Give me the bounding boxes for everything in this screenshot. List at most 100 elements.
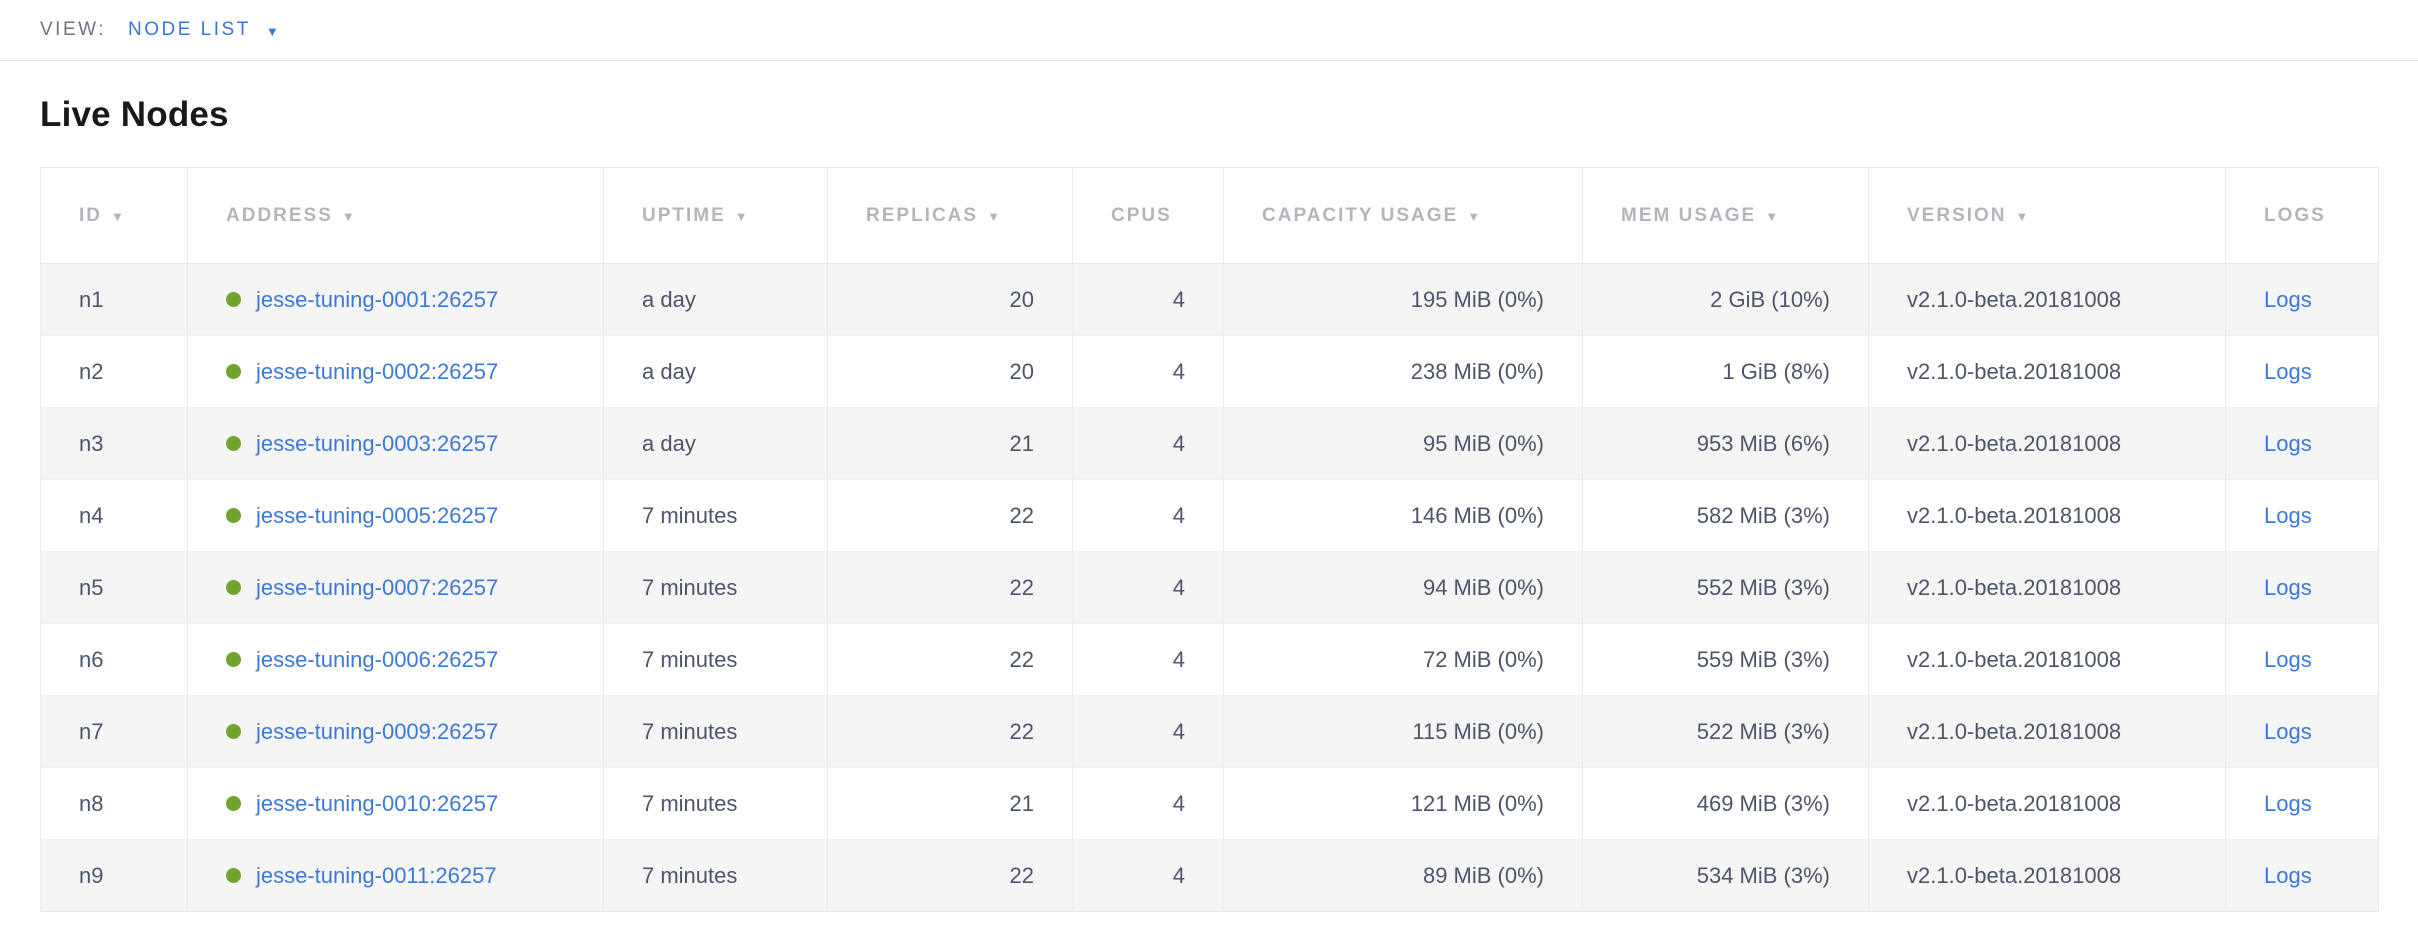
cell-value-mem_usage: 469 MiB (3%) [1696, 790, 1830, 816]
cell-address: jesse-tuning-0011:26257 [187, 839, 604, 912]
node-logs-link[interactable]: Logs [2264, 502, 2312, 528]
cell-value-version: v2.1.0-beta.20181008 [1907, 862, 2122, 888]
node-address-link[interactable]: jesse-tuning-0010:26257 [256, 790, 499, 816]
cell-capacity_usage: 121 MiB (0%) [1223, 767, 1583, 840]
table-header-row: ID ▼ ADDRESS ▼ UPTIME ▼ REPLICAS ▼ CPUS CAPACITY … [40, 167, 2379, 264]
cell-capacity_usage: 146 MiB (0%) [1223, 479, 1583, 552]
sort-desc-icon: ▼ [1765, 208, 1781, 224]
live-nodes-page: VIEW: NODE LIST ▼ Live Nodes ID ▼ ADDRESS ▼… [0, 0, 2418, 912]
column-header-label: VERSION [1907, 204, 2007, 226]
cell-address: jesse-tuning-0002:26257 [187, 335, 604, 408]
column-header-label: UPTIME [642, 204, 726, 226]
column-header-mem_usage[interactable]: MEM USAGE ▼ [1582, 167, 1869, 264]
column-header-id[interactable]: ID ▼ [40, 167, 188, 264]
cell-version: v2.1.0-beta.20181008 [1868, 767, 2226, 840]
cell-address: jesse-tuning-0005:26257 [187, 479, 604, 552]
node-logs-link[interactable]: Logs [2264, 718, 2312, 744]
sort-desc-icon: ▼ [111, 208, 126, 224]
node-address-link[interactable]: jesse-tuning-0001:26257 [256, 286, 499, 312]
cell-id: n3 [40, 407, 188, 480]
node-logs-link[interactable]: Logs [2264, 790, 2312, 816]
cell-logs: Logs [2225, 839, 2379, 912]
column-header-capacity_usage[interactable]: CAPACITY USAGE ▼ [1223, 167, 1583, 264]
cell-replicas: 22 [827, 839, 1073, 912]
live-status-icon [226, 508, 241, 523]
cell-uptime: a day [603, 407, 828, 480]
address-wrap: jesse-tuning-0005:26257 [226, 503, 565, 529]
address-wrap: jesse-tuning-0002:26257 [226, 359, 565, 385]
column-header-version[interactable]: VERSION ▼ [1868, 167, 2226, 264]
node-address-link[interactable]: jesse-tuning-0009:26257 [256, 718, 499, 744]
address-wrap: jesse-tuning-0011:26257 [226, 863, 565, 889]
node-logs-link[interactable]: Logs [2264, 574, 2312, 600]
column-header-logs: LOGS [2225, 167, 2379, 264]
cell-value-replicas: 22 [1009, 646, 1034, 672]
cell-version: v2.1.0-beta.20181008 [1868, 695, 2226, 768]
column-header-label: CAPACITY USAGE [1262, 204, 1459, 226]
cell-value-cpus: 4 [1172, 286, 1185, 312]
cell-value-id: n3 [79, 430, 104, 456]
node-address-link[interactable]: jesse-tuning-0002:26257 [256, 358, 499, 384]
cell-value-id: n2 [79, 358, 104, 384]
node-logs-link[interactable]: Logs [2264, 862, 2312, 888]
cell-value-uptime: 7 minutes [642, 646, 738, 672]
column-header-address[interactable]: ADDRESS ▼ [187, 167, 604, 264]
live-status-icon [226, 652, 241, 667]
node-row-n2: n2 jesse-tuning-0002:26257 a day 20 4 238 MiB… [40, 335, 2379, 408]
column-header-replicas[interactable]: REPLICAS ▼ [827, 167, 1073, 264]
live-status-icon [226, 724, 241, 739]
cell-logs: Logs [2225, 479, 2379, 552]
cell-value-uptime: 7 minutes [642, 574, 738, 600]
sort-desc-icon: ▼ [341, 208, 357, 224]
sort-desc-icon: ▼ [2015, 208, 2031, 224]
cell-cpus: 4 [1072, 551, 1224, 624]
cell-version: v2.1.0-beta.20181008 [1868, 623, 2226, 696]
cell-version: v2.1.0-beta.20181008 [1868, 407, 2226, 480]
cell-mem_usage: 552 MiB (3%) [1582, 551, 1869, 624]
live-nodes-table-card: ID ▼ ADDRESS ▼ UPTIME ▼ REPLICAS ▼ CPUS CAPACITY … [40, 167, 2379, 912]
address-wrap: jesse-tuning-0006:26257 [226, 647, 565, 673]
live-status-icon [226, 868, 241, 883]
cell-value-version: v2.1.0-beta.20181008 [1907, 358, 2122, 384]
view-dropdown[interactable]: NODE LIST ▼ [128, 19, 281, 41]
cell-cpus: 4 [1072, 407, 1224, 480]
column-header-cpus: CPUS [1072, 167, 1224, 264]
cell-value-cpus: 4 [1172, 358, 1185, 384]
cell-value-mem_usage: 559 MiB (3%) [1696, 646, 1830, 672]
view-selector-bar: VIEW: NODE LIST ▼ [0, 0, 2418, 61]
cell-address: jesse-tuning-0003:26257 [187, 407, 604, 480]
cell-value-uptime: a day [642, 286, 696, 312]
node-logs-link[interactable]: Logs [2264, 286, 2312, 312]
column-header-label: CPUS [1111, 204, 1172, 226]
cell-id: n1 [40, 263, 188, 336]
cell-uptime: a day [603, 335, 828, 408]
cell-value-mem_usage: 2 GiB (10%) [1710, 286, 1830, 312]
node-row-n6: n6 jesse-tuning-0006:26257 7 minutes 22 4 72 … [40, 623, 2379, 696]
cell-value-version: v2.1.0-beta.20181008 [1907, 646, 2122, 672]
cell-version: v2.1.0-beta.20181008 [1868, 479, 2226, 552]
node-logs-link[interactable]: Logs [2264, 646, 2312, 672]
cell-value-id: n9 [79, 862, 104, 888]
node-address-link[interactable]: jesse-tuning-0011:26257 [256, 862, 497, 888]
node-logs-link[interactable]: Logs [2264, 430, 2312, 456]
cell-logs: Logs [2225, 623, 2379, 696]
cell-uptime: 7 minutes [603, 695, 828, 768]
node-address-link[interactable]: jesse-tuning-0005:26257 [256, 502, 499, 528]
cell-uptime: 7 minutes [603, 839, 828, 912]
cell-version: v2.1.0-beta.20181008 [1868, 551, 2226, 624]
node-address-link[interactable]: jesse-tuning-0003:26257 [256, 430, 499, 456]
cell-value-version: v2.1.0-beta.20181008 [1907, 574, 2122, 600]
cell-cpus: 4 [1072, 623, 1224, 696]
cell-mem_usage: 582 MiB (3%) [1582, 479, 1869, 552]
cell-uptime: 7 minutes [603, 623, 828, 696]
cell-value-uptime: 7 minutes [642, 862, 738, 888]
node-address-link[interactable]: jesse-tuning-0006:26257 [256, 646, 499, 672]
cell-capacity_usage: 195 MiB (0%) [1223, 263, 1583, 336]
node-logs-link[interactable]: Logs [2264, 358, 2312, 384]
node-address-link[interactable]: jesse-tuning-0007:26257 [256, 574, 499, 600]
cell-id: n7 [40, 695, 188, 768]
cell-version: v2.1.0-beta.20181008 [1868, 839, 2226, 912]
cell-value-version: v2.1.0-beta.20181008 [1907, 430, 2122, 456]
column-header-uptime[interactable]: UPTIME ▼ [603, 167, 828, 264]
cell-value-mem_usage: 582 MiB (3%) [1696, 502, 1830, 528]
